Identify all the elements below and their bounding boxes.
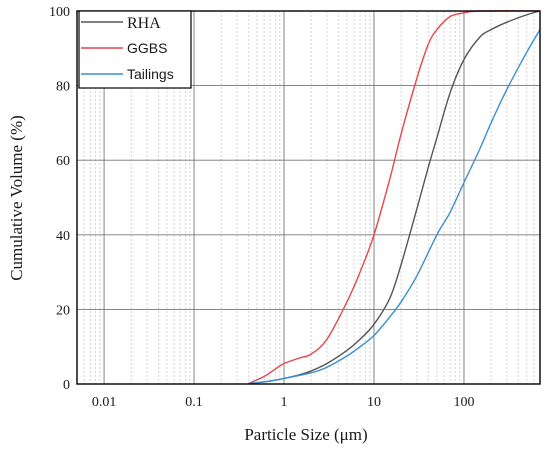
series-line-tailings xyxy=(248,29,541,385)
legend-label-rha: RHA xyxy=(127,15,161,32)
y-tick-label: 40 xyxy=(56,229,70,244)
series-line-rha xyxy=(256,10,541,384)
x-tick-label: 10 xyxy=(367,395,381,410)
x-tick-labels: 0.01 0.1 1 10 100 xyxy=(92,395,475,410)
y-axis-label: Cumulative Volume (%) xyxy=(7,115,26,281)
legend: RHA GGBS Tailings xyxy=(78,10,192,89)
series-line-ggbs xyxy=(247,10,541,385)
x-tick-label: 0.1 xyxy=(185,395,203,410)
y-tick-label: 100 xyxy=(49,5,70,20)
series-layer xyxy=(247,10,541,385)
legend-box xyxy=(78,10,192,89)
y-tick-labels: 0 20 40 60 80 100 xyxy=(49,5,70,393)
y-tick-label: 20 xyxy=(56,303,70,318)
y-tick-label: 60 xyxy=(56,154,70,169)
x-tick-label: 100 xyxy=(453,395,474,410)
legend-label-ggbs: GGBS xyxy=(127,40,167,56)
y-tick-label: 80 xyxy=(56,80,70,95)
plot-frame xyxy=(76,10,541,385)
x-tick-label: 1 xyxy=(281,395,288,410)
legend-label-tailings: Tailings xyxy=(127,66,174,82)
x-tick-label: 0.01 xyxy=(92,395,117,410)
y-tick-label: 0 xyxy=(63,378,70,393)
x-axis-label: Particle Size (μm) xyxy=(244,425,367,444)
